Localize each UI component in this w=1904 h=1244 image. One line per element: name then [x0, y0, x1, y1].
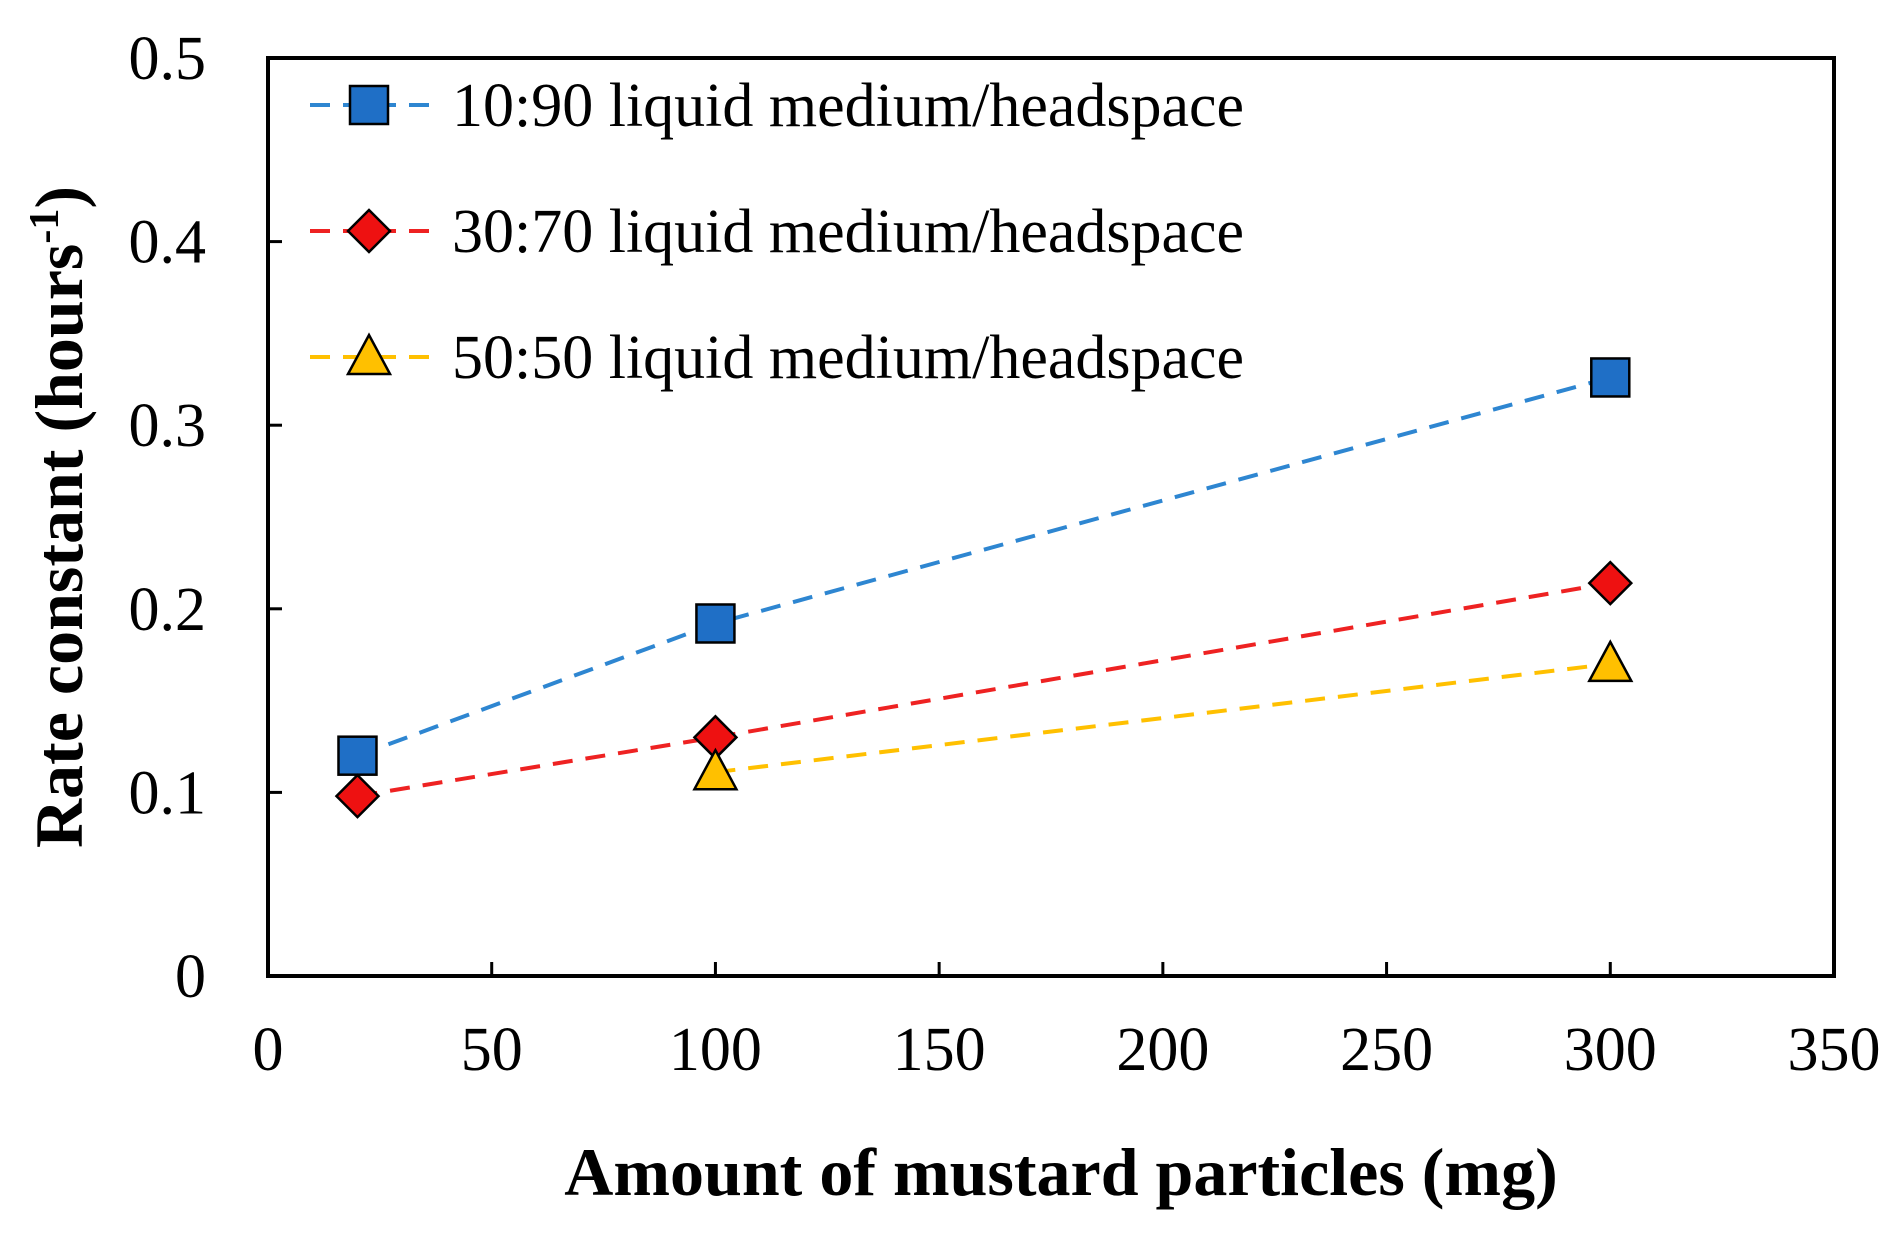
legend-marker-3: [345, 332, 393, 376]
legend: 10:90 liquid medium/headspace 30:70 liqui…: [310, 72, 1244, 392]
x-tick-label: 0: [253, 1016, 284, 1084]
legend-label-3: 50:50 liquid medium/headspace: [452, 324, 1244, 392]
series-3-trend-line: [715, 661, 1611, 775]
series-markers: [334, 357, 1634, 819]
y-tick-label: 0.5: [129, 25, 207, 93]
legend-label-1: 10:90 liquid medium/headspace: [452, 72, 1244, 140]
x-tick-label: 200: [1116, 1016, 1209, 1084]
series-1-point: [337, 735, 378, 776]
y-tick-label: 0: [175, 943, 206, 1011]
y-tick-label: 0.2: [129, 576, 207, 644]
series-2-trend-line: [357, 581, 1611, 799]
x-tick-label: 50: [461, 1016, 523, 1084]
x-tick-label: 300: [1564, 1016, 1657, 1084]
y-axis-title-close: ): [21, 186, 97, 209]
series-1-point: [1590, 357, 1631, 398]
y-tick-label: 0.3: [129, 392, 207, 460]
series-1-point: [695, 603, 736, 644]
y-axis-title: Rate constant (hours-1): [21, 186, 97, 848]
y-tick-label: 0.4: [129, 209, 207, 277]
legend-label-2: 30:70 liquid medium/headspace: [452, 198, 1244, 266]
x-tick-label: 250: [1340, 1016, 1433, 1084]
series-2-point: [334, 773, 381, 819]
x-axis-ticks: 0 50 100 150 200 250 300 350: [253, 962, 1881, 1084]
legend-marker-1: [348, 84, 390, 126]
x-tick-label: 100: [669, 1016, 762, 1084]
series-lines: [356, 375, 1611, 799]
y-axis-title-superscript: -1: [22, 209, 68, 244]
series-2-point: [1587, 560, 1634, 606]
x-tick-label: 350: [1788, 1016, 1881, 1084]
legend-marker-2: [346, 208, 392, 254]
x-axis-title: Amount of mustard particles (mg): [564, 1134, 1557, 1210]
y-tick-label: 0.1: [129, 759, 207, 827]
plot-area-frame: [266, 56, 1836, 978]
series-1-trend-line: [356, 375, 1611, 758]
y-axis-ticks: 0 0.1 0.2 0.3 0.4 0.5: [129, 25, 282, 1011]
series-3-point: [692, 747, 739, 791]
series-3-point: [1587, 639, 1634, 683]
x-tick-label: 150: [893, 1016, 986, 1084]
y-axis-title-main: Rate constant (hours: [21, 244, 97, 848]
